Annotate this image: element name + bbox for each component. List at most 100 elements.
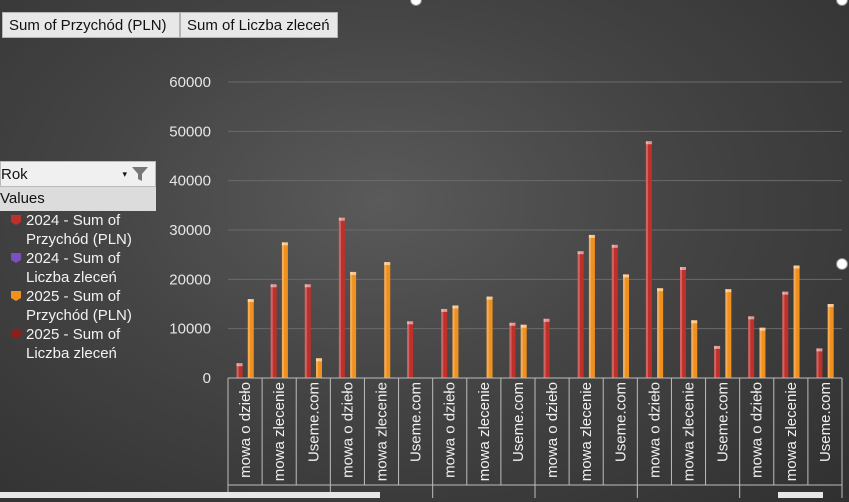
bar-cap [725, 289, 732, 293]
bar-highlight [588, 234, 591, 378]
x-category-label: Useme.com [305, 382, 322, 462]
bar-cap [486, 296, 493, 300]
field-button-order-count[interactable]: Sum of Liczba zleceń [180, 12, 338, 38]
x-category-label: mowa o dzieło [646, 382, 663, 478]
field-button-revenue[interactable]: Sum of Przychód (PLN) [2, 12, 180, 38]
bar-body [588, 234, 595, 378]
x-category-label: mowa zlecenie [476, 382, 493, 481]
bar-cap [759, 327, 766, 331]
bar-highlight [384, 262, 387, 378]
bar [486, 296, 493, 378]
bar [407, 321, 414, 378]
bar [270, 284, 277, 378]
bar-cap [509, 322, 516, 326]
bar-cap [577, 251, 584, 255]
legend-label: 2025 - Sum of Liczba zleceń [26, 326, 121, 362]
legend-label: 2024 - Sum of Przychód (PLN) [26, 212, 132, 248]
bar-cap [407, 321, 414, 325]
bar-cap [316, 358, 323, 362]
bar-body [759, 327, 766, 378]
bar [441, 308, 448, 378]
bar-cap [588, 234, 595, 238]
bar [338, 217, 345, 378]
legend-swatch [11, 215, 21, 225]
legend-swatch [11, 329, 21, 339]
x-category-label: mowa o dzieło [544, 382, 561, 478]
legend-item[interactable]: 2025 - Sum of Przychód (PLN) [0, 287, 156, 325]
x-category-label: mowa o dzieło [442, 382, 459, 478]
x-category-label: Useme.com [817, 382, 834, 462]
legend-item[interactable]: 2025 - Sum of Liczba zleceń [0, 325, 156, 363]
bar [384, 262, 391, 378]
values-header: Values [0, 187, 156, 211]
resize-handle-right[interactable] [836, 258, 848, 270]
bar-cap [623, 274, 630, 278]
legend-item[interactable]: 2024 - Sum of Przychód (PLN) [0, 211, 156, 249]
filter-icon[interactable] [131, 165, 149, 183]
bar-highlight [759, 327, 762, 378]
scrollbar-thumb[interactable] [778, 492, 823, 498]
bar [827, 304, 834, 378]
bar-highlight [509, 322, 512, 378]
bar [247, 299, 254, 378]
bar-highlight [452, 305, 455, 378]
bar [577, 251, 584, 378]
bar [304, 284, 311, 378]
year-filter-field[interactable]: Rok ▾ [0, 161, 156, 187]
bar-body [793, 265, 800, 378]
bar-highlight [520, 324, 523, 378]
bar-highlight [691, 320, 694, 378]
bar-highlight [725, 289, 728, 378]
bar-cap [520, 324, 527, 328]
x-category-label: Useme.com [612, 382, 629, 462]
bar-body [657, 288, 664, 378]
bar-highlight [247, 299, 250, 378]
bar-highlight [714, 345, 717, 378]
x-category-label: Useme.com [715, 382, 732, 462]
bar-body [350, 271, 357, 378]
bar [657, 288, 664, 378]
x-category-label: mowa o dzieło [237, 382, 254, 478]
bar-cap [782, 291, 789, 295]
dropdown-arrow-icon[interactable]: ▾ [122, 168, 127, 179]
bar [588, 234, 595, 378]
bar-highlight [748, 316, 751, 378]
bar-body [520, 324, 527, 378]
year-filter-label: Rok [1, 165, 28, 183]
bar-cap [645, 141, 652, 145]
bar [623, 274, 630, 378]
bar [679, 267, 686, 378]
x-category-label: Useme.com [408, 382, 425, 462]
bar [691, 320, 698, 378]
bar-highlight [793, 265, 796, 378]
bar [316, 358, 323, 378]
bar-cap [827, 304, 834, 307]
bar-body [304, 284, 311, 378]
bar [350, 271, 357, 378]
bar-highlight [486, 296, 489, 378]
x-category-label: mowa zlecenie [578, 382, 595, 481]
bar-body [407, 321, 414, 378]
bar-highlight [679, 267, 683, 378]
legend-item[interactable]: 2024 - Sum of Liczba zleceń [0, 249, 156, 287]
x-category-label: mowa o dzieło [749, 382, 766, 478]
bar-body [782, 291, 789, 378]
bar-body [714, 345, 721, 378]
legend-swatch [11, 291, 21, 301]
bar [281, 242, 288, 378]
bar-cap [270, 284, 277, 288]
horizontal-scrollbar[interactable] [0, 492, 380, 498]
bar [611, 244, 618, 378]
bar-body [623, 274, 630, 378]
bar-highlight [577, 251, 580, 378]
bar-highlight [270, 284, 273, 378]
x-category-label: Useme.com [510, 382, 527, 462]
bar-highlight [611, 244, 614, 378]
bar-highlight [338, 217, 341, 378]
bar-body [645, 141, 652, 378]
bar-highlight [645, 141, 648, 378]
bar-body [441, 308, 448, 378]
bar-cap [543, 318, 550, 322]
bar-body [509, 322, 516, 378]
